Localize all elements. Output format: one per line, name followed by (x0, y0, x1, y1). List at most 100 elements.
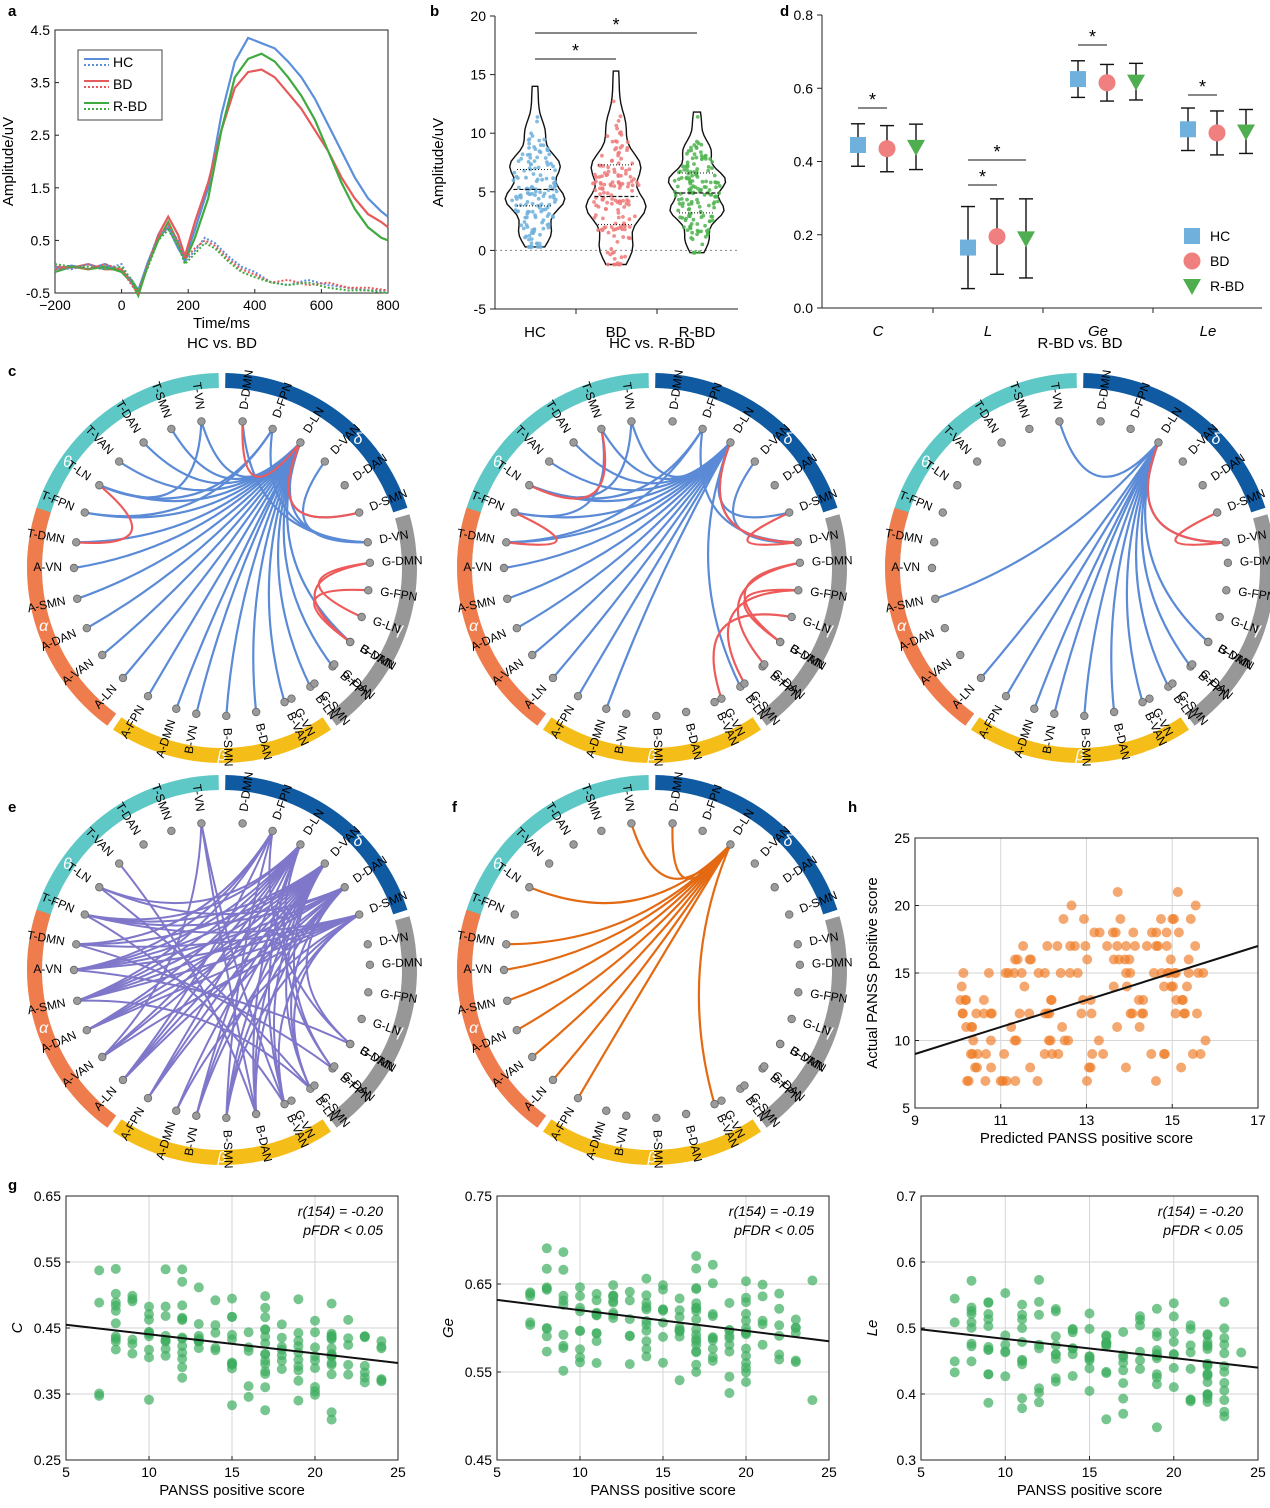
sig-star: * (572, 41, 579, 61)
scatter-point (1185, 1394, 1196, 1405)
marker-square (850, 137, 866, 154)
band-symbol: α (469, 618, 479, 635)
scatter-point (1168, 1327, 1179, 1338)
panel-h-scatter-chart: 9 11 13 15 17 5 10 15 20 25 Predicted PANSS positi… (864, 830, 1266, 1147)
scatter-point (1025, 1062, 1036, 1073)
y-axis-label: Actual PANSS positive score (864, 877, 881, 1068)
scatter-point (260, 1366, 271, 1377)
scatter-point (1012, 954, 1023, 965)
node-label: B-VN (182, 1126, 201, 1157)
connection-edge (252, 844, 302, 1115)
violin-point (537, 241, 542, 246)
panel-label-h: h (848, 799, 857, 816)
plot-frame (54, 29, 389, 294)
connection-edge-red (506, 511, 558, 546)
band-arc (757, 916, 847, 1128)
scatter-point (1032, 1076, 1043, 1086)
node (940, 623, 949, 633)
node-label: B-VN (182, 724, 201, 755)
violin-point (705, 232, 710, 237)
scatter-point (144, 1301, 154, 1312)
violin-point (535, 241, 539, 246)
scatter-point (1195, 1049, 1206, 1059)
violin-point (703, 234, 708, 239)
violin-point (616, 215, 621, 220)
node (80, 508, 89, 517)
violin-point (678, 191, 683, 196)
scatter-point (193, 1319, 204, 1329)
node (717, 1096, 726, 1105)
violin-point (538, 173, 543, 178)
connection-edge-red (743, 561, 801, 643)
node (287, 694, 296, 703)
stat-p: pFDR < 0.05 (733, 1222, 814, 1238)
node (681, 707, 691, 717)
y-tick-label: 5 (478, 184, 486, 200)
node (972, 457, 982, 466)
scatter-point (691, 1283, 702, 1293)
violin-point (626, 184, 630, 189)
violin-point (619, 173, 623, 178)
connection-edge (1083, 442, 1160, 716)
panel-c-circle-hc-vs-bd: θδγβαT-VNT-SMNT-DANT-VANT-LNT-FPNT-DMNA-… (26, 335, 423, 767)
scatter-point (343, 1359, 354, 1370)
violin-point (711, 201, 716, 206)
violin-point (680, 204, 685, 209)
node-label: T-DMN (456, 526, 496, 546)
scatter-point (1101, 1366, 1112, 1377)
band-arc (457, 775, 649, 970)
violin-point (626, 199, 631, 204)
violin-point (551, 164, 555, 169)
violin-point (619, 156, 623, 161)
scatter-point (1219, 1385, 1230, 1396)
connection-edge (86, 843, 302, 1032)
violin-point (677, 201, 682, 206)
scatter-point (293, 1365, 304, 1376)
violin-point (600, 187, 605, 191)
connection-edge (98, 886, 312, 1090)
violin-point (592, 216, 597, 220)
violin-bd (585, 70, 647, 266)
violin-point (677, 170, 681, 175)
scatter-point (541, 1323, 552, 1334)
violin-point (675, 184, 680, 189)
node-label: G-FPN (809, 986, 848, 1005)
node (569, 438, 578, 447)
node (717, 694, 726, 703)
connection-edge (76, 913, 360, 948)
scatter-point (1108, 954, 1119, 965)
band-symbol: γ (1253, 621, 1262, 638)
scatter-point (1055, 968, 1066, 978)
scatter-point (608, 1290, 619, 1301)
y-tick-label: 20 (470, 8, 486, 24)
marker-square (1180, 121, 1196, 138)
violin-point (680, 164, 685, 169)
y-tick-label: 0.4 (897, 1386, 917, 1402)
scatter-point (707, 1309, 718, 1319)
violin-point (619, 224, 624, 229)
violin-point (543, 207, 548, 212)
sig-star: * (869, 90, 876, 110)
scatter-point (1082, 954, 1093, 965)
scatter-point (1046, 995, 1056, 1005)
scatter-point (1170, 1008, 1181, 1019)
violin-point (623, 227, 627, 232)
connection-edge (86, 441, 302, 630)
scatter-point (1042, 941, 1053, 951)
violin-point (533, 193, 537, 198)
node (365, 558, 375, 568)
violin-point (716, 199, 720, 204)
connection-edge (717, 442, 790, 519)
violin-point (630, 183, 635, 188)
scatter-point (1118, 1327, 1129, 1337)
scatter-point (1190, 941, 1201, 951)
node-label: A-VN (891, 560, 920, 574)
violin-point (552, 196, 556, 200)
scatter-point (1079, 914, 1089, 924)
violin-hc (504, 85, 566, 248)
violin-point (533, 215, 538, 220)
scatter-point (1034, 1343, 1044, 1354)
scatter-point (227, 1400, 237, 1411)
band-arc (27, 507, 117, 726)
connection-edge-red (528, 428, 607, 500)
